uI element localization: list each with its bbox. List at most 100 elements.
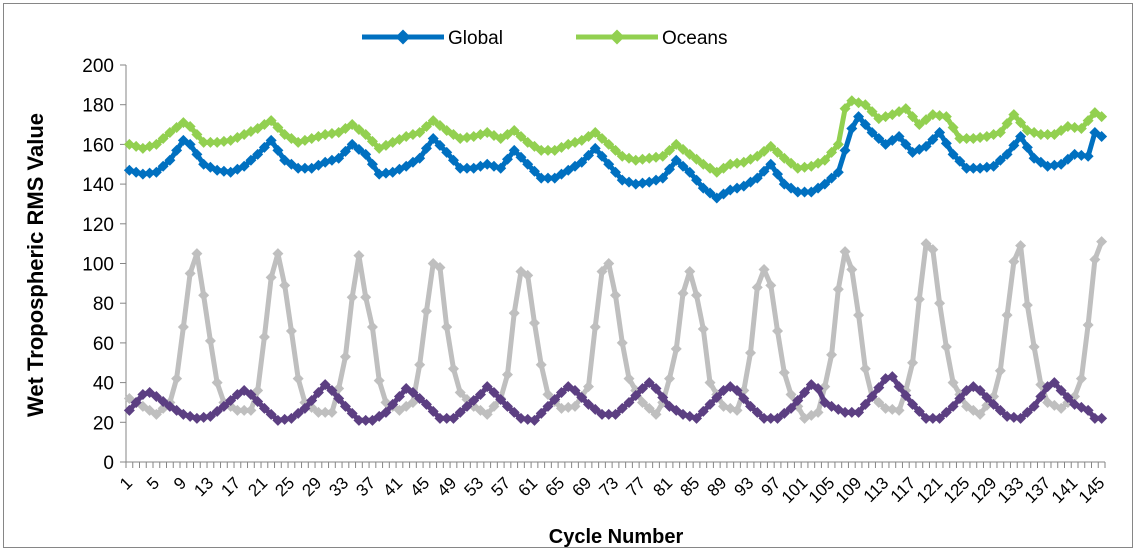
- data-point-marker: [751, 172, 763, 184]
- data-point-marker: [360, 128, 372, 140]
- data-point-marker: [393, 390, 405, 402]
- data-point-marker: [1055, 385, 1067, 397]
- data-point-marker: [664, 144, 676, 156]
- data-point-marker: [893, 130, 905, 142]
- data-point-marker: [420, 305, 432, 317]
- data-point-marker: [731, 404, 743, 416]
- data-point-marker: [258, 402, 270, 414]
- data-point-marker: [366, 321, 378, 333]
- data-point-marker: [184, 138, 196, 150]
- data-point-marker: [150, 390, 162, 402]
- data-point-marker: [1069, 122, 1081, 134]
- data-point-marker: [1021, 406, 1033, 418]
- data-point-marker: [360, 148, 372, 160]
- data-point-marker: [339, 123, 351, 135]
- x-tick-label: 81: [650, 473, 677, 500]
- data-point-marker: [231, 404, 243, 416]
- data-point-marker: [603, 258, 615, 269]
- y-tick-label: 100: [82, 255, 114, 276]
- data-point-marker: [650, 383, 662, 395]
- data-point-marker: [1082, 404, 1094, 416]
- data-point-marker: [1028, 341, 1040, 353]
- data-point-marker: [772, 325, 784, 337]
- data-point-marker: [447, 412, 459, 424]
- data-point-marker: [832, 166, 844, 178]
- data-point-marker: [407, 387, 419, 399]
- data-point-marker: [772, 412, 784, 424]
- data-point-marker: [549, 393, 561, 405]
- data-point-marker: [900, 103, 912, 115]
- data-point-marker: [886, 371, 898, 383]
- data-point-marker: [859, 99, 871, 111]
- data-point-marker: [664, 163, 676, 175]
- data-point-marker: [630, 154, 642, 166]
- data-point-marker: [900, 138, 912, 150]
- data-point-marker: [1001, 148, 1013, 160]
- data-point-marker: [427, 405, 439, 417]
- data-point-marker: [211, 405, 223, 417]
- data-point-marker: [1055, 125, 1067, 137]
- data-point-marker: [940, 111, 952, 123]
- data-point-marker: [184, 121, 196, 133]
- data-point-marker: [522, 158, 534, 170]
- data-point-marker: [866, 390, 878, 402]
- data-point-marker: [839, 246, 851, 258]
- data-point-marker: [144, 167, 156, 179]
- data-point-marker: [238, 404, 250, 416]
- data-point-marker: [623, 396, 635, 408]
- data-point-marker: [279, 279, 291, 291]
- data-point-marker: [657, 150, 669, 162]
- data-point-marker: [481, 408, 493, 420]
- data-point-marker: [954, 132, 966, 144]
- data-point-marker: [1008, 109, 1020, 121]
- x-tick-label: 9: [170, 473, 190, 493]
- x-tick-label: 57: [487, 473, 514, 500]
- x-tick-label: 85: [677, 473, 704, 500]
- data-point-marker: [414, 359, 426, 371]
- data-point-marker: [589, 403, 601, 415]
- data-point-marker: [637, 383, 649, 395]
- data-point-marker: [252, 123, 264, 135]
- x-tick-label: 125: [940, 473, 973, 506]
- data-point-marker: [731, 385, 743, 397]
- y-tick-label: 60: [93, 334, 114, 355]
- data-point-marker: [853, 406, 865, 418]
- data-point-marker: [697, 182, 709, 194]
- data-point-marker: [751, 150, 763, 162]
- series-line: [128, 240, 1104, 421]
- data-point-marker: [691, 174, 703, 186]
- data-point-marker: [859, 363, 871, 375]
- data-point-marker: [420, 121, 432, 133]
- data-point-marker: [657, 391, 669, 403]
- data-point-marker: [643, 152, 655, 164]
- data-point-marker: [940, 406, 952, 418]
- series-global: [123, 111, 1108, 204]
- data-point-marker: [589, 126, 601, 138]
- data-point-marker: [1042, 160, 1054, 172]
- data-point-marker: [1015, 240, 1027, 252]
- data-point-marker: [177, 321, 189, 333]
- data-point-marker: [630, 178, 642, 190]
- data-point-marker: [353, 414, 365, 426]
- data-point-marker: [981, 161, 993, 173]
- data-point-marker: [684, 148, 696, 160]
- data-point-marker: [245, 154, 257, 166]
- data-point-marker: [130, 396, 142, 408]
- data-point-marker: [353, 143, 365, 155]
- data-point-marker: [569, 400, 581, 412]
- data-point-marker: [853, 309, 865, 321]
- data-point-marker: [319, 406, 331, 418]
- data-point-marker: [1062, 391, 1074, 403]
- data-point-marker: [1075, 149, 1087, 161]
- data-point-marker: [616, 337, 628, 349]
- data-point-marker: [191, 248, 203, 260]
- data-point-marker: [461, 162, 473, 174]
- data-point-marker: [974, 162, 986, 174]
- data-point-marker: [218, 400, 230, 412]
- data-point-marker: [913, 405, 925, 417]
- data-point-marker: [1015, 412, 1027, 424]
- data-point-marker: [934, 110, 946, 122]
- data-point-marker: [515, 130, 527, 142]
- data-point-marker: [927, 133, 939, 145]
- data-point-marker: [1008, 411, 1020, 423]
